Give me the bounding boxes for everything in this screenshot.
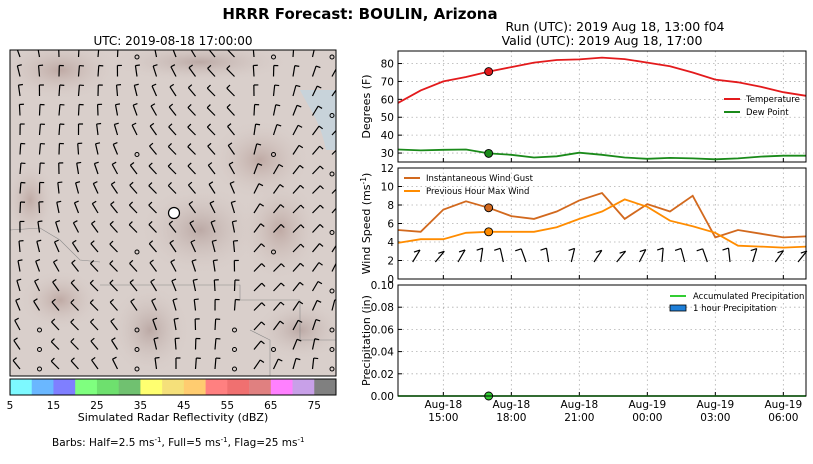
y-tick-label: 70	[381, 76, 394, 88]
map-title: UTC: 2019-08-18 17:00:00	[93, 34, 252, 48]
current-time-marker	[485, 149, 493, 157]
colorbar-swatch	[140, 379, 162, 395]
y-tick-label: 0.04	[371, 347, 395, 359]
y-tick-label: 0.08	[371, 302, 394, 314]
colorbar-swatch	[206, 379, 228, 395]
legend-label: Instantaneous Wind Gust	[426, 174, 534, 184]
y-tick-label: 60	[381, 94, 394, 106]
y-tick-label: 0.10	[371, 280, 394, 292]
x-tick-label: Aug-19	[629, 399, 667, 411]
colorbar-swatch	[271, 379, 293, 395]
colorbar-swatch	[184, 379, 206, 395]
colorbar-swatch	[53, 379, 75, 395]
x-tick-label: 06:00	[768, 412, 798, 424]
colorbar-swatch	[10, 379, 32, 395]
station-marker	[169, 208, 180, 219]
y-tick-label: 0.02	[371, 369, 394, 381]
x-tick-label: 18:00	[496, 412, 526, 424]
y-tick-label: 12	[381, 163, 394, 175]
colorbar-swatch	[227, 379, 249, 395]
x-tick-label: 21:00	[564, 412, 594, 424]
timeseries-panel-3: 0.00 0.02 0.04 0.06 0.08 0.10 Precipitation (i…	[360, 280, 806, 424]
colorbar-swatch	[119, 379, 141, 395]
y-tick-label: 40	[381, 130, 394, 142]
barbs-note: Barbs: Half=2.5 ms-1, Full=5 ms-1, Flag=…	[52, 436, 305, 449]
y-tick-label: 8	[387, 200, 394, 212]
colorbar-swatch	[162, 379, 184, 395]
x-tick-label: 00:00	[632, 412, 662, 424]
x-tick-label: 15:00	[428, 412, 458, 424]
colorbar-tick-label: 15	[47, 400, 60, 412]
x-tick-label: Aug-18	[561, 399, 599, 411]
y-axis-label: Degrees (F)	[360, 74, 373, 138]
y-tick-label: 10	[381, 182, 394, 194]
y-tick-label: 50	[381, 112, 394, 124]
current-time-marker	[485, 68, 493, 76]
colorbar-swatch	[32, 379, 54, 395]
legend-label: Dew Point	[746, 108, 789, 118]
y-axis-label: Precipitation (in)	[360, 295, 373, 386]
figure-title: HRRR Forecast: BOULIN, Arizona	[222, 5, 497, 23]
y-tick-label: 2	[387, 256, 394, 268]
y-tick-label: 4	[387, 237, 394, 249]
colorbar-tick-label: 5	[7, 400, 14, 412]
colorbar-swatch	[249, 379, 271, 395]
timeseries-panels: 30 40 50 60 70 80 Degrees (F) Temperature Dew Po…	[359, 51, 807, 424]
timeseries-panel-1: 30 40 50 60 70 80 Degrees (F) Temperature Dew Po…	[360, 51, 806, 162]
colorbar-tick-label: 75	[308, 400, 321, 412]
y-axis-label: Wind Speed (ms-1)	[359, 173, 373, 275]
legend-label: Temperature	[745, 95, 800, 105]
valid-line: Valid (UTC): 2019 Aug 18, 17:00	[502, 33, 703, 48]
legend-swatch	[670, 305, 686, 311]
colorbar-label: Simulated Radar Reflectivity (dBZ)	[78, 411, 269, 424]
x-tick-label: Aug-18	[425, 399, 463, 411]
y-tick-label: 6	[387, 219, 394, 231]
colorbar-swatch	[75, 379, 97, 395]
y-tick-label: 0.00	[371, 391, 394, 403]
colorbar-swatch	[314, 379, 336, 395]
y-tick-label: 30	[381, 148, 394, 160]
y-tick-label: 0.06	[371, 324, 395, 336]
map-panel	[0, 40, 345, 376]
panel-background	[398, 51, 806, 162]
run-line: Run (UTC): 2019 Aug 18, 13:00 f04	[506, 19, 725, 34]
x-tick-label: Aug-18	[493, 399, 531, 411]
x-tick-label: Aug-19	[697, 399, 735, 411]
y-tick-label: 80	[381, 59, 394, 71]
legend-label: 1 hour Precipitation	[693, 304, 776, 314]
colorbar-swatch	[97, 379, 119, 395]
current-time-marker	[485, 228, 493, 236]
legend-label: Accumulated Precipitation	[693, 292, 804, 302]
x-tick-label: 03:00	[700, 412, 730, 424]
x-tick-label: Aug-19	[765, 399, 803, 411]
legend-label: Previous Hour Max Wind	[426, 187, 529, 197]
colorbar-swatch	[293, 379, 315, 395]
current-time-marker	[485, 204, 493, 212]
